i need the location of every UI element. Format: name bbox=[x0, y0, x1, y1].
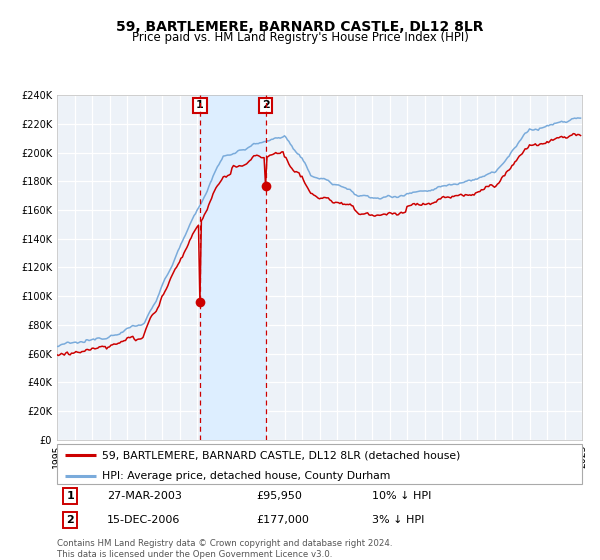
Text: 2: 2 bbox=[262, 100, 269, 110]
Text: 27-MAR-2003: 27-MAR-2003 bbox=[107, 491, 182, 501]
Text: 15-DEC-2006: 15-DEC-2006 bbox=[107, 515, 180, 525]
Text: 3% ↓ HPI: 3% ↓ HPI bbox=[372, 515, 424, 525]
Text: 1: 1 bbox=[66, 491, 74, 501]
Text: £95,950: £95,950 bbox=[257, 491, 302, 501]
Text: 1: 1 bbox=[196, 100, 204, 110]
Text: HPI: Average price, detached house, County Durham: HPI: Average price, detached house, Coun… bbox=[101, 470, 390, 480]
FancyBboxPatch shape bbox=[57, 444, 582, 484]
Text: Contains HM Land Registry data © Crown copyright and database right 2024.
This d: Contains HM Land Registry data © Crown c… bbox=[57, 539, 392, 559]
Text: 10% ↓ HPI: 10% ↓ HPI bbox=[372, 491, 431, 501]
Text: 59, BARTLEMERE, BARNARD CASTLE, DL12 8LR: 59, BARTLEMERE, BARNARD CASTLE, DL12 8LR bbox=[116, 20, 484, 34]
Bar bbox=[200, 95, 266, 440]
Text: 2: 2 bbox=[66, 515, 74, 525]
Text: 59, BARTLEMERE, BARNARD CASTLE, DL12 8LR (detached house): 59, BARTLEMERE, BARNARD CASTLE, DL12 8LR… bbox=[101, 450, 460, 460]
Text: £177,000: £177,000 bbox=[257, 515, 310, 525]
Text: Price paid vs. HM Land Registry's House Price Index (HPI): Price paid vs. HM Land Registry's House … bbox=[131, 31, 469, 44]
